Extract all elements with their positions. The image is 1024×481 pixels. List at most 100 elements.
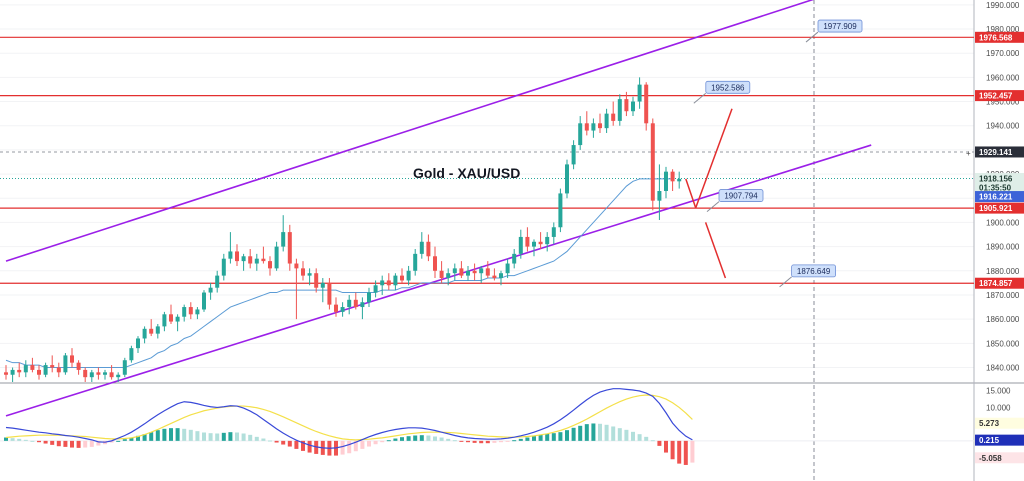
callout-box[interactable]: [791, 264, 836, 278]
macd-histogram-bar: [162, 428, 167, 441]
candle-body: [334, 304, 338, 312]
macd-value-tag-bg: [975, 452, 1024, 464]
price-tick-label: 1890.000: [986, 243, 1020, 252]
candle-body: [657, 191, 662, 201]
macd-histogram-bar: [96, 440, 101, 446]
macd-histogram-bar: [274, 440, 279, 443]
macd-histogram-bar: [505, 440, 510, 442]
candle-body: [505, 263, 510, 274]
candle-body: [492, 275, 497, 279]
callout-box[interactable]: [817, 19, 863, 33]
forecast-line[interactable]: [694, 108, 733, 209]
candle-body: [195, 309, 200, 315]
macd-histogram-bar: [248, 434, 253, 441]
macd-histogram-bar: [182, 428, 187, 441]
macd-histogram-bar: [598, 423, 602, 441]
candle-body: [512, 253, 517, 264]
candle-body: [485, 268, 490, 276]
macd-histogram-bar: [380, 440, 385, 443]
candle-body: [287, 232, 292, 264]
price-axis[interactable]: 1990.000 1980.000 1970.000 1960.000 1950.000…: [966, 1, 1024, 373]
price-tick-label: 1870.000: [986, 291, 1020, 300]
callout-box[interactable]: [718, 189, 764, 202]
macd-histogram-bar: [122, 439, 127, 441]
candle-body: [637, 84, 642, 102]
macd-value-tag-bg: [975, 417, 1024, 429]
macd-tick-label: 10.000: [986, 403, 1011, 412]
callout-pointer: [693, 92, 707, 104]
candle-body: [10, 369, 15, 375]
macd-histogram-bar: [558, 432, 563, 441]
macd-histogram-bar: [221, 432, 226, 441]
level-price-tag: 1976.568: [979, 33, 1013, 42]
macd-histogram-bar: [386, 440, 391, 442]
macd-histogram-bar: [492, 440, 497, 443]
price-tick-label: 1840.000: [986, 363, 1020, 372]
forecast-line[interactable]: [685, 178, 697, 209]
macd-histogram-bar: [235, 432, 239, 441]
candle-body: [353, 299, 358, 308]
price-tick-label: 1860.000: [986, 315, 1020, 324]
macd-histogram-bar: [426, 435, 431, 441]
macd-histogram-bar: [631, 431, 635, 441]
candle-body: [571, 145, 576, 165]
candle-body: [235, 251, 239, 262]
candle-body: [122, 360, 127, 375]
callout-box[interactable]: [705, 80, 751, 94]
chart-title: Gold - XAU/USD: [413, 165, 520, 181]
price-tick-label: 1950.000: [986, 98, 1020, 107]
candle-body: [439, 270, 444, 279]
macd-histogram-bar: [650, 440, 655, 442]
candle-body: [611, 113, 616, 121]
candle-body: [347, 299, 352, 308]
macd-histogram-bar: [657, 440, 662, 446]
candle-body: [479, 268, 484, 274]
upper-channel-trendline[interactable]: [5, 0, 871, 262]
macd-histogram-bar: [261, 438, 266, 441]
candle-body: [360, 302, 365, 308]
macd-histogram-bar: [413, 435, 418, 441]
candle-body: [413, 253, 418, 271]
candle-body: [109, 372, 114, 378]
candle-body: [340, 307, 345, 312]
macd-histogram-bar: [208, 433, 213, 441]
candle-body: [624, 99, 629, 112]
callout-label: 1952.586: [711, 83, 745, 92]
add-alert-icon[interactable]: +: [966, 149, 971, 158]
level-price-tag: 1874.857: [979, 279, 1013, 288]
macd-histogram-bar: [136, 435, 140, 441]
candle-body: [281, 232, 286, 247]
candle-body: [518, 236, 523, 254]
macd-axis[interactable]: 15.000 10.000 5.273 0.215 -5.058: [975, 387, 1024, 464]
candle-body: [532, 241, 536, 247]
candle-body: [76, 362, 81, 370]
candle-body: [241, 256, 246, 262]
candle-body: [228, 251, 233, 259]
macd-histogram-bar: [307, 440, 312, 453]
macd-histogram-bar: [43, 440, 48, 444]
macd-histogram-bar: [116, 440, 121, 442]
candle-body: [268, 261, 272, 269]
macd-value-tag-bg: [975, 434, 1024, 446]
macd-value-tag: 0.215: [979, 436, 1000, 445]
macd-histogram-bar: [89, 440, 94, 447]
level-price-tag-bg: [975, 277, 1024, 289]
macd-histogram-bar: [241, 433, 246, 441]
macd-histogram-bar: [677, 440, 682, 464]
macd-pane[interactable]: [0, 388, 974, 465]
candle-body: [188, 307, 193, 315]
forecast-line[interactable]: [704, 222, 727, 279]
macd-histogram-bar: [23, 439, 28, 441]
macd-histogram-bar: [479, 440, 484, 444]
candle-body: [30, 365, 35, 370]
candle-body: [446, 273, 451, 279]
candle-body: [254, 258, 259, 264]
macd-tick-label: 15.000: [986, 387, 1011, 396]
candle-body: [43, 365, 48, 375]
candle-body: [17, 369, 22, 373]
macd-histogram-bar: [578, 425, 583, 441]
macd-histogram-bar: [188, 429, 193, 441]
price-tag: 01:35:50: [979, 184, 1012, 193]
